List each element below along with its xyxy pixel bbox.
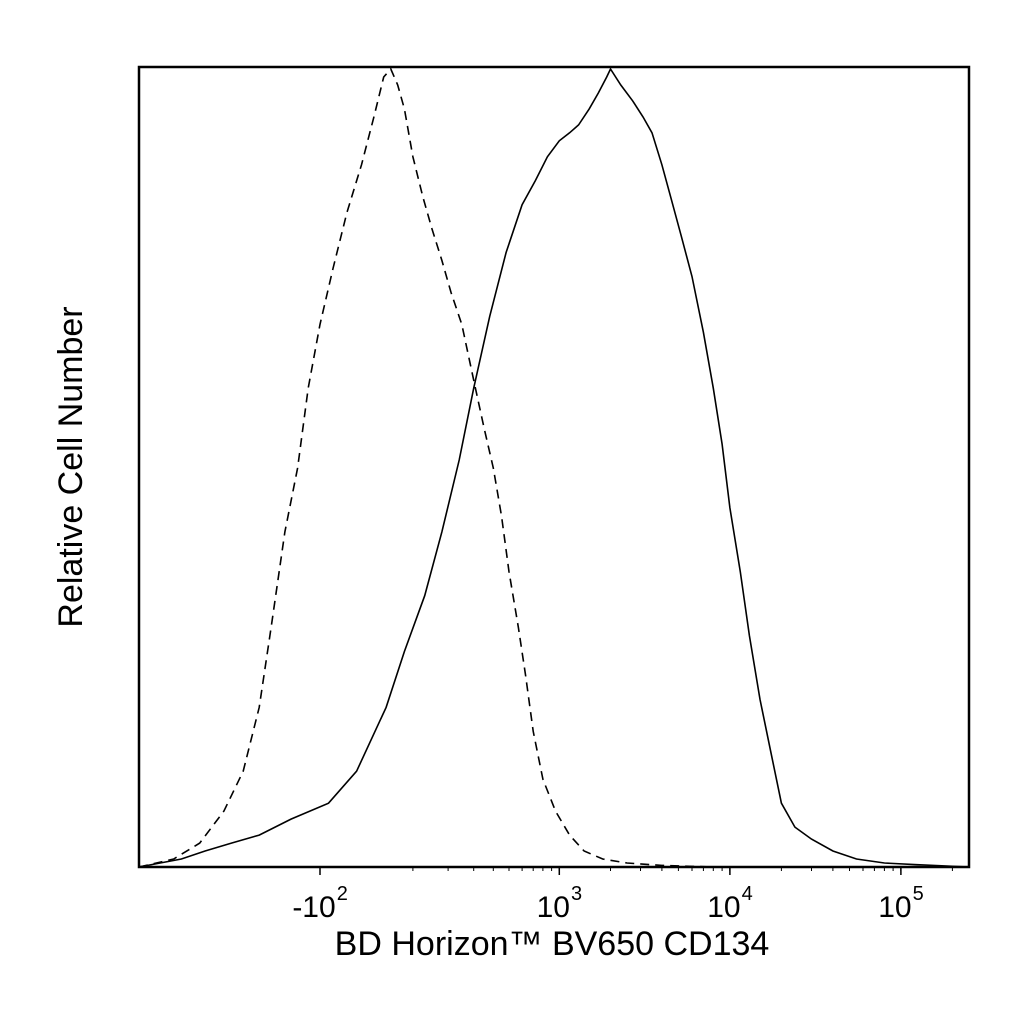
control-histogram-line xyxy=(138,67,714,868)
x-tick-exponent: 4 xyxy=(742,883,753,905)
x-tick-exponent: 2 xyxy=(337,883,348,905)
plot-frame xyxy=(137,65,971,869)
stained-histogram-line xyxy=(138,67,970,868)
x-tick-label: 10 xyxy=(878,891,911,924)
x-tick-label: -10 xyxy=(292,891,335,924)
series-layer xyxy=(138,67,970,868)
x-tick-label: 10 xyxy=(707,891,740,924)
x-tick-layer: -10 2 10 3 10 4 10 5 xyxy=(292,867,953,924)
x-tick-exponent: 5 xyxy=(913,883,924,905)
y-axis-title: Relative Cell Number xyxy=(52,306,90,627)
x-tick-label: 10 xyxy=(537,891,570,924)
x-axis-title: BD Horizon™ BV650 CD134 xyxy=(335,925,770,963)
x-tick-exponent: 3 xyxy=(571,883,582,905)
